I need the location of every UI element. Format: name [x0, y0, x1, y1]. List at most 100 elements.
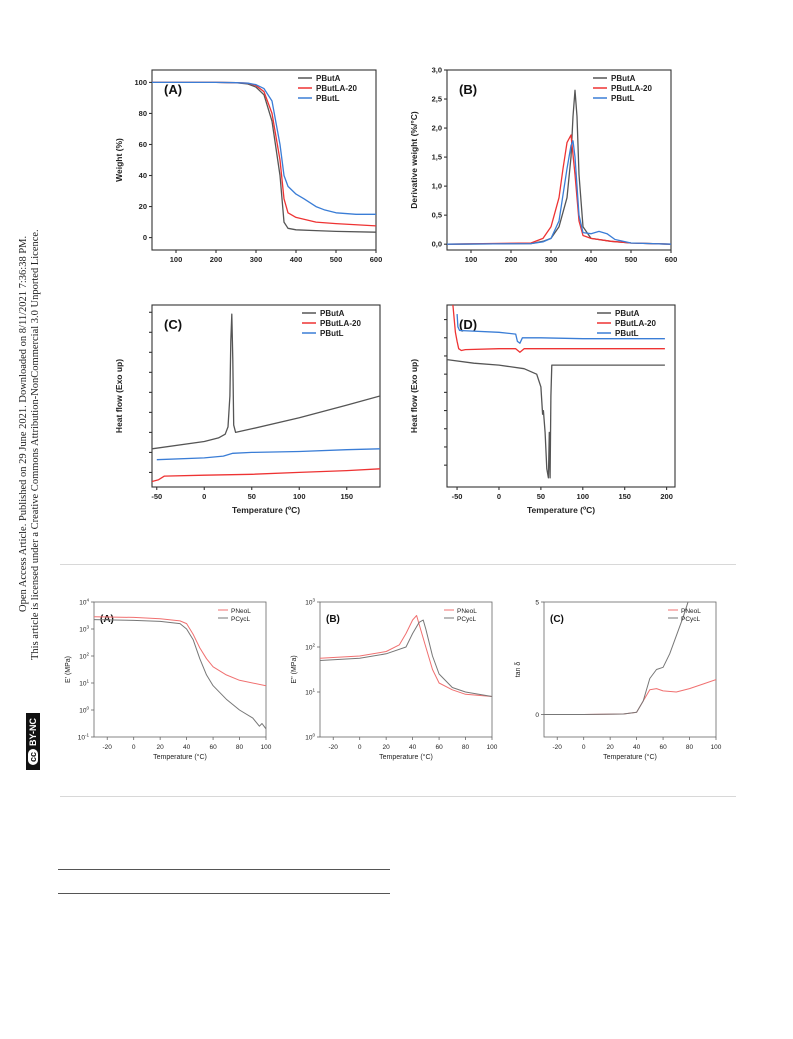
- x-tick-label: 80: [236, 744, 244, 751]
- legend-label: PButL: [316, 94, 340, 103]
- legend-label: PButL: [320, 329, 344, 338]
- x-axis-label: Temperature (°C): [153, 753, 207, 761]
- series-line-pbuta: [447, 358, 665, 479]
- y-tick-label: 2,5: [432, 95, 442, 104]
- series-line-pneol: [544, 679, 716, 715]
- series-line-pcycl: [94, 619, 266, 730]
- x-tick-label: 40: [409, 744, 417, 751]
- x-tick-label: 40: [633, 744, 641, 751]
- x-tick-label: 50: [248, 492, 256, 501]
- x-tick-label: -50: [452, 492, 463, 501]
- series-line-pbutla-20: [447, 134, 671, 245]
- legend-label: PButLA-20: [320, 319, 361, 328]
- cc-badge-text: BY-NC: [28, 717, 38, 746]
- y-tick-label: 0,5: [432, 211, 442, 220]
- y-tick-label: 1,0: [432, 182, 442, 191]
- y-tick-label: 0,0: [432, 240, 442, 249]
- y-tick-label: 1,5: [432, 153, 442, 162]
- y-tick-label: 2,0: [432, 124, 442, 133]
- x-axis-label: Temperature (ºC): [527, 505, 595, 515]
- x-tick-label: 300: [250, 255, 263, 264]
- legend-label: PButLA-20: [611, 84, 652, 93]
- cc-by-nc-badge[interactable]: cc BY-NC: [26, 712, 40, 770]
- series-line-pcycl: [320, 619, 492, 697]
- legend-label: PButA: [316, 74, 341, 83]
- y-tick-label: 20: [139, 202, 147, 211]
- chart-svg-C1: -50 0 50 100 150 Temperature (ºC) Heat flow (E…: [114, 304, 381, 515]
- y-tick-label: 101: [79, 679, 89, 688]
- panel-label: (B): [326, 614, 340, 625]
- figure-divider-bottom: [60, 796, 736, 797]
- chart-svg-B2: -20 0 20 40 60 80 100 100 101 102 103 Temperature (…: [291, 598, 498, 762]
- plot-frame: [93, 601, 267, 738]
- y-axis-label: E'' (MPa): [291, 655, 298, 683]
- x-tick-label: 150: [618, 492, 631, 501]
- y-axis-label: tan δ: [515, 662, 522, 678]
- y-tick-label: 5: [535, 600, 539, 607]
- x-tick-label: 100: [711, 744, 722, 751]
- y-axis-label: Weight (%): [114, 138, 124, 182]
- y-axis-label: Heat flow (Exo up): [409, 359, 419, 433]
- x-tick-label: 400: [290, 255, 303, 264]
- y-tick-label: 100: [134, 78, 147, 87]
- plot-frame: [446, 304, 676, 488]
- plot-frame: [151, 304, 381, 488]
- x-tick-label: 500: [330, 255, 343, 264]
- x-tick-label: 100: [577, 492, 590, 501]
- x-tick-label: 0: [497, 492, 501, 501]
- y-tick-label: 100: [79, 706, 89, 715]
- x-tick-label: 0: [132, 744, 136, 751]
- series-line-pbuta: [152, 81, 376, 233]
- legend-label: PCycL: [457, 616, 477, 623]
- dma-tan-delta-chart: -20 0 20 40 60 80 100 0 5 Temperature (°C) tan δ (C…: [512, 592, 727, 767]
- x-tick-label: 50: [537, 492, 545, 501]
- publication-info-text: Open Access Article. Published on 29 Jun…: [18, 235, 29, 612]
- series-line-pbutl: [152, 81, 376, 215]
- legend-label: PNeoL: [231, 608, 251, 615]
- legend-label: PButA: [615, 309, 640, 318]
- x-tick-label: 200: [210, 255, 223, 264]
- series-line-pcycl: [544, 602, 689, 715]
- dtg-derivative-chart: 100 200 300 400 500 600 0,0 0,5 1,0 1,5 2,0 2,5 3,0 D…: [405, 60, 677, 270]
- x-tick-label: 100: [487, 744, 498, 751]
- x-axis-label: Temperature (°C): [379, 753, 433, 761]
- legend-label: PButA: [320, 309, 345, 318]
- x-tick-label: 600: [370, 255, 383, 264]
- x-tick-label: 100: [293, 492, 306, 501]
- y-tick-label: 102: [79, 652, 89, 661]
- chart-svg-B1: 100 200 300 400 500 600 0,0 0,5 1,0 1,5 2,0 2,5 3,0 D…: [409, 66, 677, 265]
- y-tick-label: 102: [305, 643, 315, 652]
- footnote-rule-2: [58, 893, 390, 894]
- x-tick-label: 200: [660, 492, 673, 501]
- panel-label: (D): [459, 317, 477, 332]
- chart-svg-C2: -20 0 20 40 60 80 100 0 5 Temperature (°C) tan δ (C…: [515, 600, 722, 762]
- x-tick-label: 60: [659, 744, 667, 751]
- chart-svg-D1: -50 0 50 100 150 200 Temperature (ºC) Heat flow…: [409, 304, 676, 515]
- figure-divider-top: [60, 564, 736, 565]
- series-line-pneol: [94, 616, 266, 687]
- x-tick-label: 100: [465, 255, 478, 264]
- x-tick-label: 80: [462, 744, 470, 751]
- license-text[interactable]: This article is licensed under a Creativ…: [30, 229, 41, 660]
- legend-label: PButL: [615, 329, 639, 338]
- legend-label: PButA: [611, 74, 636, 83]
- license-sidebar: Open Access Article. Published on 29 Jun…: [6, 120, 46, 770]
- series-line-pbuta: [152, 313, 380, 450]
- y-tick-label: 0: [143, 233, 147, 242]
- x-tick-label: 20: [383, 744, 391, 751]
- x-tick-label: 300: [545, 255, 558, 264]
- x-tick-label: -20: [329, 744, 339, 751]
- series-line-pneol: [320, 615, 492, 697]
- dsc-heating-chart: -50 0 50 100 150 200 Temperature (ºC) Heat flow…: [405, 295, 676, 520]
- x-tick-label: 60: [435, 744, 443, 751]
- y-tick-label: 10-1: [78, 733, 90, 742]
- legend-label: PButL: [611, 94, 635, 103]
- x-tick-label: 0: [202, 492, 206, 501]
- legend-label: PNeoL: [681, 608, 701, 615]
- legend-label: PButLA-20: [615, 319, 656, 328]
- series-line-pbutla-20: [152, 81, 376, 227]
- series-line-pbutla-20: [152, 468, 380, 483]
- chart-svg-A2: -20 0 20 40 60 80 100 10-1 100 101 102 103 104 Temper…: [65, 598, 272, 762]
- x-tick-label: -20: [553, 744, 563, 751]
- panel-label: (C): [550, 614, 564, 625]
